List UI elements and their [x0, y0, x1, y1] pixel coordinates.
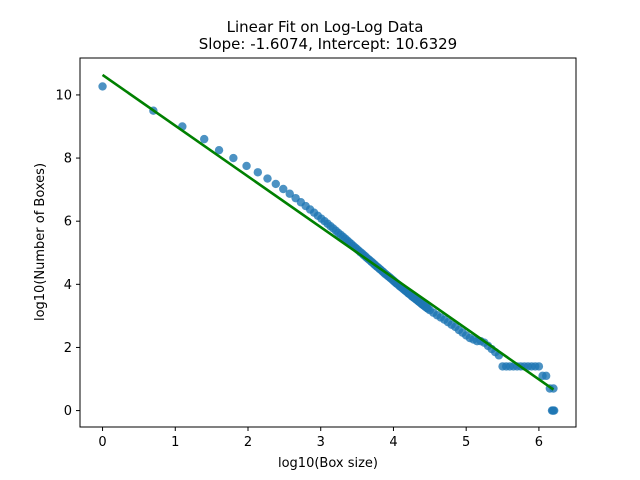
fit-line — [101, 73, 555, 391]
x-tick-label: 4 — [389, 435, 397, 450]
y-axis-ticks: 0 2 4 6 8 10 — [55, 88, 80, 419]
scatter-point — [242, 161, 251, 171]
x-tick-label: 2 — [244, 435, 252, 450]
scatter-point — [534, 362, 544, 371]
scatter-point — [263, 174, 272, 183]
scatter-point — [200, 134, 209, 144]
scatter-point — [229, 153, 238, 163]
scatter-point — [541, 371, 551, 381]
x-tick-label: 0 — [98, 435, 106, 450]
y-tick-label: 2 — [64, 341, 72, 356]
scatter-point — [285, 189, 294, 198]
chart-subtitle: Slope: -1.6074, Intercept: 10.6329 — [199, 35, 457, 53]
scatter-point — [279, 184, 288, 194]
scatter-point — [253, 168, 263, 177]
scatter-point — [271, 179, 280, 189]
plot-frame — [79, 57, 577, 428]
chart-title: Linear Fit on Log-Log Data — [227, 18, 424, 36]
y-axis-label: log10(Number of Boxes) — [33, 163, 48, 321]
x-axis-ticks: 0 1 2 3 4 5 6 — [98, 427, 543, 450]
x-tick-label: 1 — [171, 435, 179, 450]
y-tick-label: 8 — [64, 152, 72, 167]
scatter-point — [549, 406, 559, 415]
y-tick-label: 4 — [64, 278, 72, 293]
y-tick-label: 10 — [55, 88, 72, 103]
scatter-point — [98, 82, 107, 91]
x-axis-label: log10(Box size) — [278, 456, 378, 471]
scatter-point — [214, 145, 224, 155]
x-tick-label: 6 — [535, 435, 543, 450]
x-tick-label: 3 — [317, 435, 325, 450]
y-tick-label: 0 — [64, 404, 72, 419]
y-tick-label: 6 — [64, 215, 72, 230]
plot-marks — [98, 73, 559, 415]
x-tick-label: 5 — [462, 435, 470, 450]
